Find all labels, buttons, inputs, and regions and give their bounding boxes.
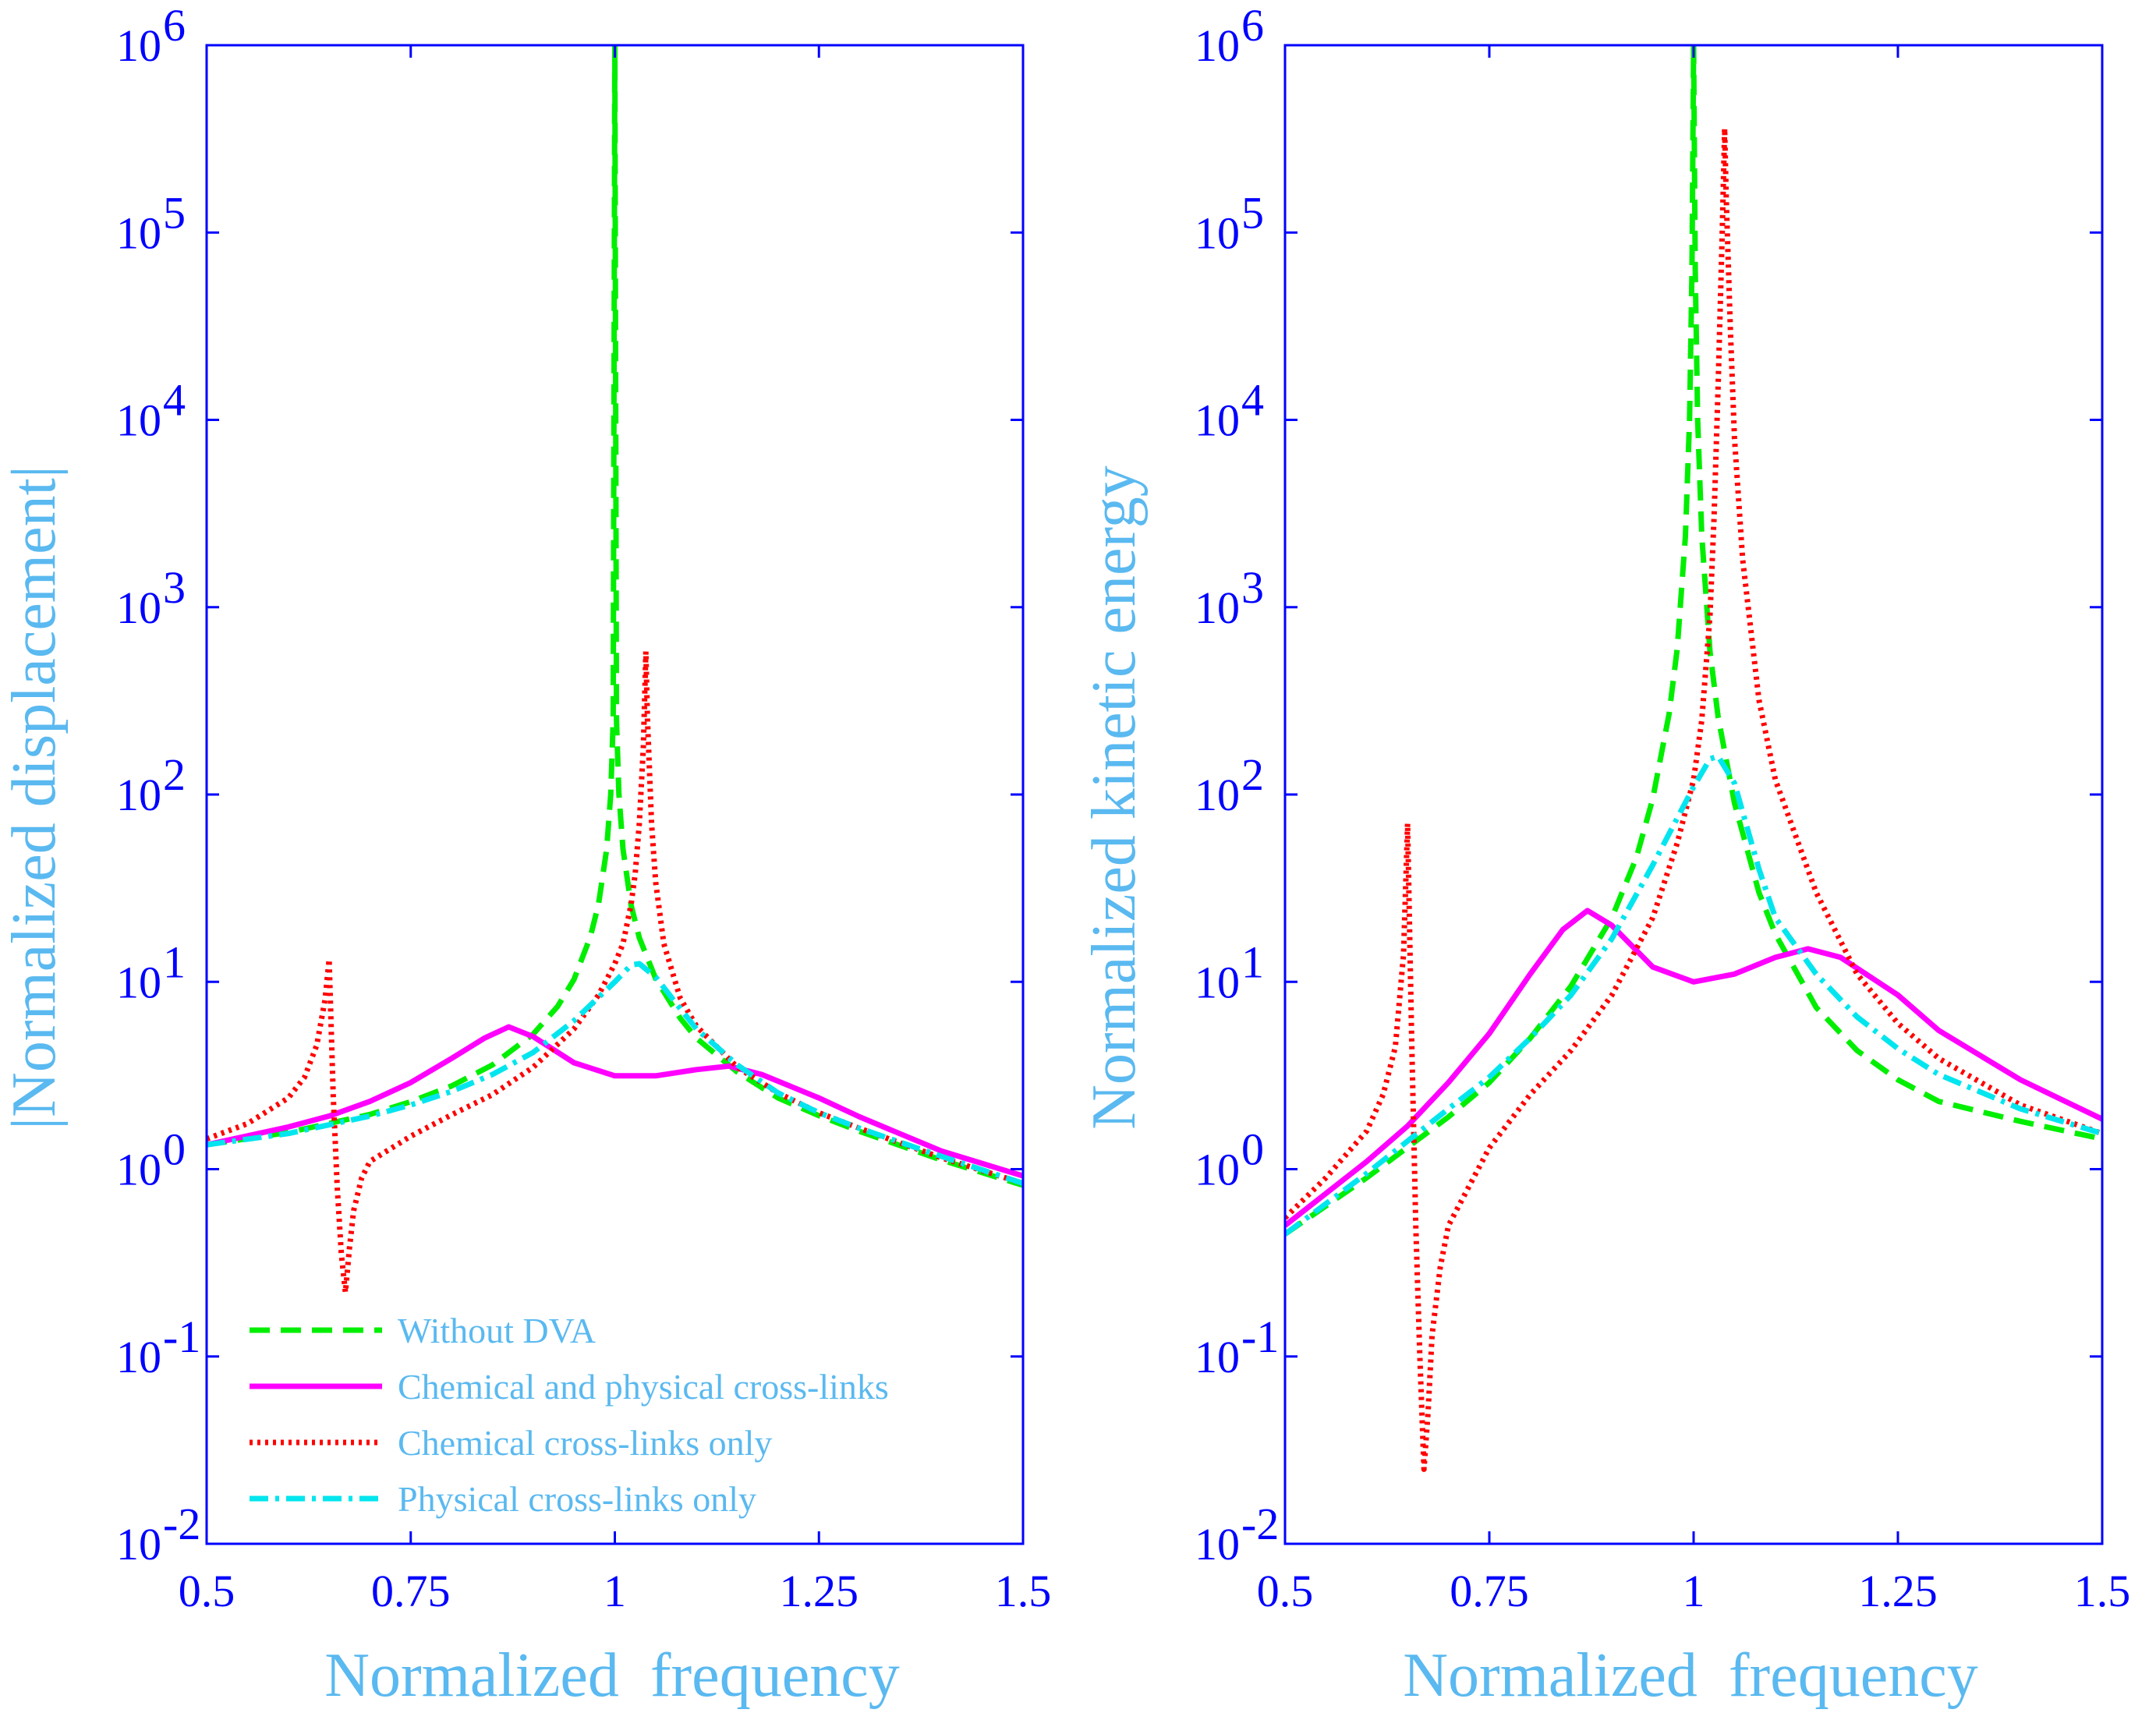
left-x-axis-title: Normalized frequency [324,1641,899,1710]
right-x-tick-label: 1.5 [2074,1566,2131,1616]
right-x-tick-label: 0.75 [1450,1566,1529,1616]
left-y-tick-exponent: 1 [163,936,186,987]
right-x-axis-title: Normalized frequency [1403,1641,1977,1710]
legend-label: Chemical cross-links only [398,1423,772,1463]
left-y-tick-label: 10 [116,207,161,258]
left-y-tick-exponent: 0 [163,1124,186,1175]
right-y-tick-label: 10 [1195,770,1240,820]
left-x-tick-label: 1 [604,1566,626,1616]
legend-label: Physical cross-links only [398,1479,756,1519]
left-y-tick-label: 10 [116,1519,161,1570]
left-y-tick-exponent: 3 [163,562,186,613]
right-y-tick-label: 10 [1195,395,1240,446]
left-series-without-dva [207,45,1023,1188]
right-x-tick-label: 1 [1683,1566,1705,1616]
left-y-tick-label: 10 [116,957,161,1007]
left-y-tick-label: 10 [116,20,161,71]
legend-label: Without DVA [398,1311,596,1350]
left-y-axis-title: |Normalized displacement| [0,465,69,1130]
left-series-physical-cross-links-only [207,961,1023,1187]
left-y-tick-exponent: 2 [163,749,186,800]
right-y-tick-exponent: 2 [1241,749,1264,800]
right-y-tick-label: 10 [1195,1332,1240,1382]
right-series-chemical-and-physical-cross-links [1285,908,2102,1228]
right-series-without-dva [1285,45,2102,1237]
right-series-physical-cross-links-only [1285,753,2102,1237]
right-x-tick-label: 1.25 [1858,1566,1938,1616]
left-y-tick-exponent: 5 [163,187,186,238]
right-y-tick-exponent: -1 [1241,1311,1279,1362]
right-y-tick-label: 10 [1195,20,1240,71]
left-y-tick-label: 10 [116,770,161,820]
legend: Without DVA Chemical and physical cross-l… [250,1311,889,1519]
right-y-tick-label: 10 [1195,207,1240,258]
chart-kinetic-energy: Normalized frequency Normalized kinetic … [1080,0,2130,1710]
right-y-tick-exponent: 6 [1241,0,1264,51]
left-x-tick-label: 1.5 [995,1566,1052,1616]
right-series-chemical-cross-links-only [1285,126,2102,1472]
left-y-tick-exponent: 4 [163,375,186,426]
right-plot-area [1285,45,2102,1472]
right-y-tick-exponent: 0 [1241,1124,1264,1175]
left-x-tick-label: 0.5 [179,1566,235,1616]
right-y-tick-exponent: 4 [1241,375,1264,426]
right-y-tick-exponent: 3 [1241,562,1264,613]
left-y-tick-label: 10 [116,395,161,446]
right-y-axis-title: Normalized kinetic energy [1080,465,1149,1130]
left-series-chemical-cross-links-only [207,649,1023,1295]
left-y-tick-exponent: 6 [163,0,186,51]
right-y-tick-label: 10 [1195,582,1240,633]
left-y-tick-label: 10 [116,1145,161,1195]
left-x-tick-label: 0.75 [371,1566,451,1616]
right-y-tick-exponent: -2 [1241,1499,1279,1549]
right-y-tick-label: 10 [1195,1145,1240,1195]
left-series-chemical-and-physical-cross-links [207,1024,1023,1179]
left-y-tick-label: 10 [116,1332,161,1382]
right-x-tick-label: 0.5 [1257,1566,1314,1616]
left-plot-area [207,45,1023,1295]
legend-label: Chemical and physical cross-links [398,1367,889,1407]
left-y-tick-label: 10 [116,582,161,633]
right-y-tick-exponent: 5 [1241,187,1264,238]
right-y-tick-exponent: 1 [1241,936,1264,987]
right-y-tick-label: 10 [1195,957,1240,1007]
left-y-tick-exponent: -2 [163,1499,200,1549]
left-y-tick-exponent: -1 [163,1311,200,1362]
chart-displacement: Normalized frequency |Normalized displac… [0,0,1051,1710]
left-x-tick-label: 1.25 [780,1566,859,1616]
right-y-tick-label: 10 [1195,1519,1240,1570]
